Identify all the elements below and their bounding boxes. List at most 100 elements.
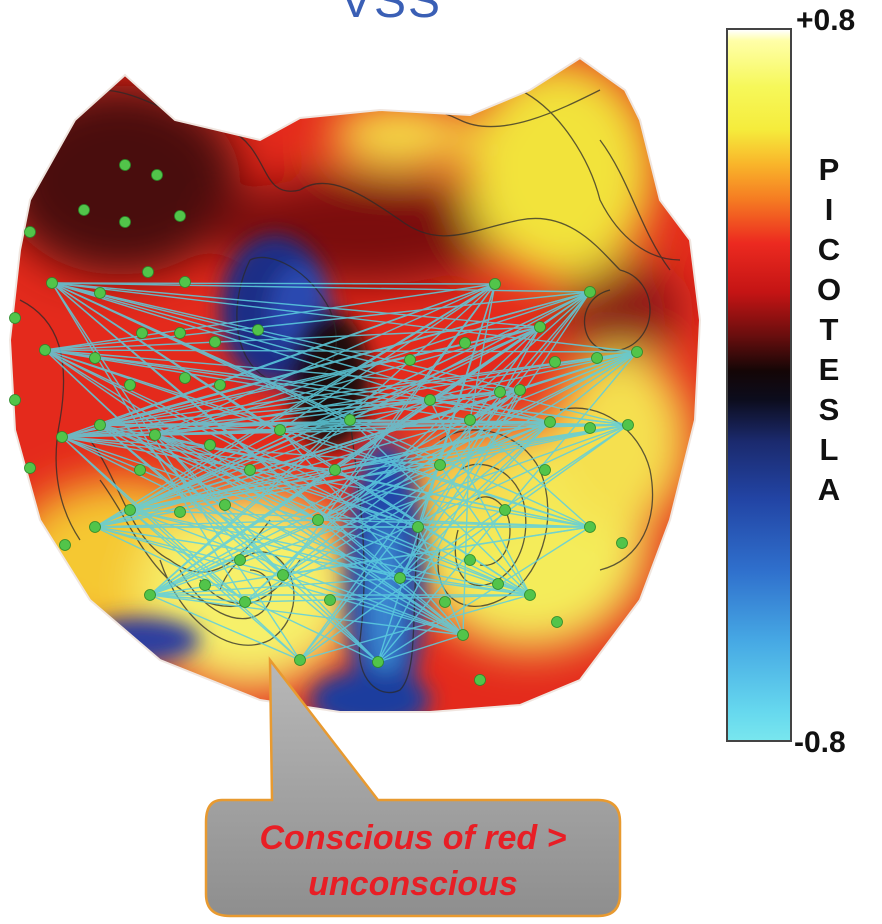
callout-text: Conscious of red > unconscious xyxy=(208,806,618,916)
sensor-dot xyxy=(124,379,136,391)
connection-line xyxy=(282,283,496,576)
sensor-dot xyxy=(134,464,146,476)
colorbar-unit-letter: L xyxy=(819,432,839,467)
connection-line xyxy=(349,291,591,421)
connection-line xyxy=(279,389,521,431)
connection-line xyxy=(317,351,638,521)
sensor-dot xyxy=(457,629,469,641)
connection-line xyxy=(99,351,638,426)
connection-line xyxy=(244,326,541,603)
colorbar-unit-letter: P xyxy=(818,152,840,187)
sensor-dot xyxy=(56,431,68,443)
connection-line xyxy=(149,419,351,596)
sensor-dot xyxy=(524,589,536,601)
sensor-dot xyxy=(591,352,603,364)
connection-line xyxy=(51,282,591,293)
sensor-dot xyxy=(199,579,211,591)
connection-line xyxy=(154,434,419,528)
sensor-dot xyxy=(9,312,21,324)
connection-line xyxy=(61,399,431,438)
sensor-dot xyxy=(312,514,324,526)
connection-line xyxy=(44,349,319,521)
sensor-points xyxy=(9,159,643,686)
sensor-dot xyxy=(424,394,436,406)
sensor-dot xyxy=(24,462,36,474)
sensor-dot xyxy=(214,379,226,391)
connection-line xyxy=(154,434,379,663)
sensor-dot xyxy=(209,336,221,348)
connection-line xyxy=(61,436,401,579)
connection-line xyxy=(129,509,246,603)
connection-line xyxy=(279,283,496,431)
connection-line xyxy=(349,326,541,421)
connection-line xyxy=(299,291,591,661)
sensor-dot xyxy=(499,504,511,516)
sensor-dot xyxy=(277,569,289,581)
connection-line xyxy=(51,282,301,661)
connection-line xyxy=(94,526,284,576)
connection-line xyxy=(94,526,531,596)
connection-line xyxy=(44,349,551,423)
sensor-dot xyxy=(94,287,106,299)
connection-line xyxy=(51,282,496,285)
sensor-dot xyxy=(119,216,131,228)
connection-line xyxy=(149,594,246,603)
sensor-dot xyxy=(412,521,424,533)
connection-line xyxy=(51,282,541,328)
connection-line xyxy=(317,519,464,636)
connection-line xyxy=(244,421,551,603)
colorbar-unit-letter: T xyxy=(819,312,839,347)
connection-line xyxy=(399,326,541,579)
sensor-dot xyxy=(459,337,471,349)
sensor-dot xyxy=(539,464,551,476)
sensor-dot xyxy=(252,324,264,336)
sensor-dot xyxy=(174,327,186,339)
colorbar-unit-letter: C xyxy=(817,232,841,267)
colorbar-unit-letter: S xyxy=(818,392,840,427)
connection-line xyxy=(129,424,629,511)
connection-line xyxy=(154,291,591,436)
colorbar-unit-letter: I xyxy=(824,192,834,227)
sensor-dot xyxy=(534,321,546,333)
head-outline xyxy=(8,56,702,713)
connection-line xyxy=(469,389,521,421)
connection-line xyxy=(99,424,319,521)
sensor-dot xyxy=(404,354,416,366)
sensor-dot xyxy=(324,594,336,606)
connection-line xyxy=(299,424,629,661)
connection-line xyxy=(99,424,419,528)
connection-line xyxy=(129,509,301,661)
colorbar-unit-letter: E xyxy=(818,352,840,387)
sensor-dot xyxy=(174,210,186,222)
sensor-dot xyxy=(494,386,506,398)
connection-line xyxy=(439,326,541,466)
sensor-dot xyxy=(219,499,231,511)
sensor-dot xyxy=(9,394,21,406)
sensor-dot xyxy=(372,656,384,668)
sensor-dot xyxy=(234,554,246,566)
connection-line xyxy=(44,283,496,351)
colorbar-unit-letter: O xyxy=(816,272,842,307)
connection-line xyxy=(51,282,521,391)
connection-line xyxy=(99,424,379,663)
sensor-dot xyxy=(179,372,191,384)
connection-line xyxy=(99,389,521,426)
connection-line xyxy=(244,594,531,603)
sensor-dot xyxy=(464,414,476,426)
connection-line xyxy=(417,526,464,636)
connection-line xyxy=(334,469,531,596)
sensor-dot xyxy=(144,589,156,601)
connection-line xyxy=(299,421,551,661)
connection-line xyxy=(429,399,531,596)
connectivity-lines xyxy=(44,282,638,663)
sensor-dot xyxy=(136,327,148,339)
connection-line xyxy=(154,283,496,436)
sensor-dot xyxy=(59,539,71,551)
connection-line xyxy=(44,349,591,528)
sensor-dot xyxy=(622,419,634,431)
connection-line xyxy=(99,424,281,431)
sensor-dot xyxy=(179,276,191,288)
connection-line xyxy=(377,389,521,663)
sensor-dot xyxy=(489,278,501,290)
connection-line xyxy=(129,469,336,511)
